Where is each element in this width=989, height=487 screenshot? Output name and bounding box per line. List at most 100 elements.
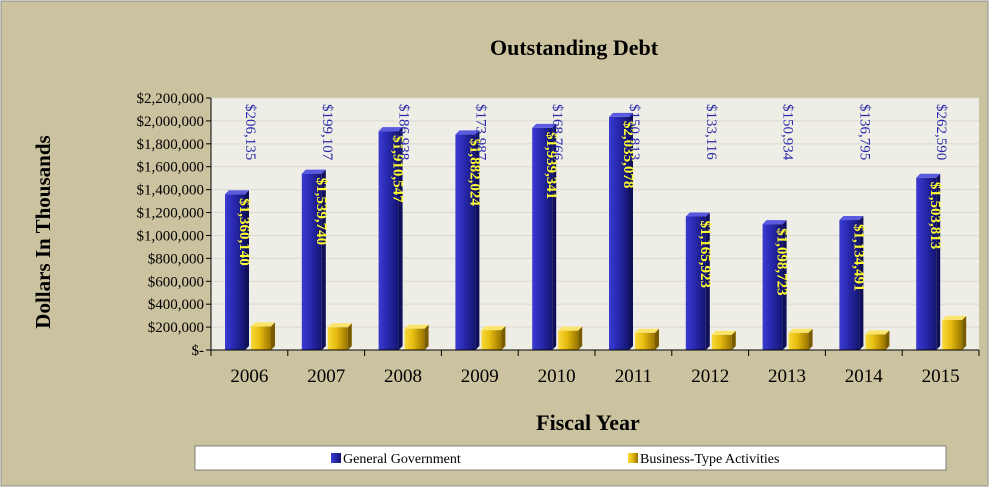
x-tick-label: 2008 xyxy=(384,366,422,387)
data-label-general-government: $1,939,341 xyxy=(543,132,559,200)
bar-general-government-top xyxy=(685,212,710,217)
bar-business-type-activities xyxy=(481,326,506,350)
data-label-general-government: $1,539,740 xyxy=(313,178,329,246)
bar-business-type-activities-side xyxy=(808,328,813,350)
data-label-business-type-activities: $199,107 xyxy=(319,104,335,161)
x-axis-ticks: 2006 2007 2008 2009 2010 2011 2012 2013 2014 2015 xyxy=(210,350,980,387)
bar-general-government xyxy=(685,212,710,350)
bar-business-type-activities-face xyxy=(327,327,348,350)
bar-general-government-top xyxy=(839,216,864,221)
bar-general-government-side xyxy=(245,190,249,350)
data-label-business-type-activities: $206,135 xyxy=(242,104,258,160)
bar-general-government-face xyxy=(685,216,706,350)
x-tick-label: 2006 xyxy=(230,366,268,387)
y-tick-label: $1,400,000 xyxy=(137,183,205,199)
y-axis-title: Dollars In Thousands xyxy=(31,135,55,328)
bar-general-government xyxy=(301,169,326,350)
bar-general-government xyxy=(532,123,557,351)
bar-business-type-activities xyxy=(865,330,890,350)
bar-business-type-activities-top xyxy=(327,323,352,328)
bar-business-type-activities-side xyxy=(655,328,659,350)
y-tick-label: $800,000 xyxy=(148,251,204,267)
bar-general-government xyxy=(916,173,941,350)
bar-general-government xyxy=(378,127,403,351)
bar-general-government-top xyxy=(378,127,403,132)
bar-business-type-activities-face xyxy=(788,332,809,350)
x-axis-title: Fiscal Year xyxy=(536,410,640,435)
x-tick-label: 2012 xyxy=(691,366,729,387)
bar-business-type-activities-top xyxy=(635,328,659,333)
bar-business-type-activities xyxy=(327,323,352,350)
bar-general-government-face xyxy=(532,127,553,350)
bar-general-government-top xyxy=(609,112,633,117)
bar-business-type-activities-face xyxy=(635,332,655,350)
y-tick-label: $400,000 xyxy=(148,297,204,313)
y-tick-label: $2,200,000 xyxy=(137,91,205,107)
bar-business-type-activities-face xyxy=(481,330,502,350)
data-label-general-government: $1,882,024 xyxy=(466,138,482,206)
legend-swatch-general-government xyxy=(331,453,341,463)
data-label-business-type-activities: $150,813 xyxy=(626,104,642,160)
legend-box xyxy=(194,445,947,471)
data-label-business-type-activities: $136,795 xyxy=(856,104,872,160)
x-tick-label: 2015 xyxy=(922,366,960,387)
bar-general-government xyxy=(609,112,633,350)
bar-general-government-face xyxy=(762,224,783,350)
bar-general-government-face xyxy=(301,173,322,350)
bar-business-type-activities-side xyxy=(501,326,506,350)
data-label-business-type-activities: $168,766 xyxy=(549,104,565,161)
bar-general-government-face xyxy=(916,177,937,350)
bar-general-government-side xyxy=(475,130,480,350)
bar-general-government-side xyxy=(936,173,941,350)
data-label-general-government: $2,035,078 xyxy=(620,121,636,189)
data-label-general-government: $1,910,547 xyxy=(390,135,406,203)
bar-business-type-activities-top xyxy=(251,322,275,327)
bar-business-type-activities-top xyxy=(788,328,813,333)
legend-label-business-type-activities: Business-Type Activities xyxy=(640,452,779,467)
bar-business-type-activities xyxy=(251,322,275,350)
legend: General Government Business-Type Activit… xyxy=(194,445,947,471)
x-tick-label: 2011 xyxy=(615,366,652,387)
data-label-general-government: $1,360,140 xyxy=(236,198,252,266)
bar-general-government-side xyxy=(629,112,633,350)
bar-general-government-top xyxy=(532,123,557,128)
bar-business-type-activities-face xyxy=(711,334,732,350)
y-axis-ticks: $- $200,000 $400,000 $600,000 $800,000 $1,000… xyxy=(137,91,211,359)
bar-business-type-activities-side xyxy=(885,330,890,350)
bar-general-government-top xyxy=(225,190,249,195)
bar-general-government xyxy=(762,220,787,350)
bar-general-government-face xyxy=(225,194,245,350)
x-tick-label: 2009 xyxy=(461,366,499,387)
bar-business-type-activities-top xyxy=(711,330,736,335)
bar-general-government xyxy=(455,130,480,350)
y-tick-label: $1,600,000 xyxy=(137,160,205,176)
bar-business-type-activities-side xyxy=(424,324,429,350)
bar-business-type-activities-face xyxy=(558,330,579,350)
data-label-business-type-activities: $173,987 xyxy=(472,104,488,161)
bar-business-type-activities-top xyxy=(942,315,967,320)
bar-general-government-side xyxy=(321,169,326,350)
bar-general-government-top xyxy=(762,220,787,225)
bar-general-government-side xyxy=(705,212,710,350)
bar-business-type-activities xyxy=(788,328,813,350)
bars xyxy=(225,112,967,351)
bar-business-type-activities-side xyxy=(731,330,736,350)
x-tick-label: 2014 xyxy=(845,366,884,387)
data-label-general-government: $1,503,813 xyxy=(927,182,943,250)
data-label-general-government: $1,165,923 xyxy=(697,220,713,288)
data-label-business-type-activities: $150,934 xyxy=(780,104,796,161)
data-label-general-government: $1,134,491 xyxy=(850,224,866,291)
bar-general-government-top xyxy=(455,130,480,135)
bar-general-government-side xyxy=(859,216,864,350)
y-tick-label: $1,800,000 xyxy=(137,137,205,153)
bar-general-government-side xyxy=(782,220,787,350)
data-label-business-type-activities: $133,116 xyxy=(703,104,719,160)
bar-business-type-activities-top xyxy=(404,324,429,329)
y-tick-label: $600,000 xyxy=(148,274,204,290)
bar-business-type-activities-top xyxy=(481,326,506,331)
bar-business-type-activities-face xyxy=(865,334,886,350)
y-tick-label: $1,200,000 xyxy=(137,206,205,222)
bar-business-type-activities-top xyxy=(865,330,890,335)
